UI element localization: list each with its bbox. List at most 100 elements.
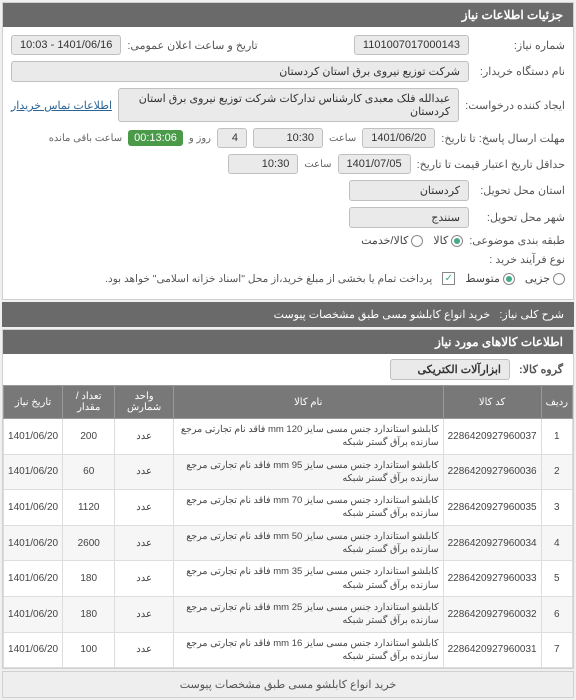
cell-qty: 180 [63,596,115,632]
cell-n: 4 [541,525,572,561]
cell-name: کابلشو استاندارد جنس مسی سایز 70 mm فاقد… [173,490,443,526]
table-row[interactable]: 32286420927960035کابلشو استاندارد جنس مس… [4,490,573,526]
days-label: روز و [189,133,211,144]
table-row[interactable]: 42286420927960034کابلشو استاندارد جنس مس… [4,525,573,561]
announce-label: تاریخ و ساعت اعلان عمومی: [127,39,257,52]
deadline-time: 10:30 [253,128,323,148]
group-label: گروه کالا: [519,364,563,376]
cell-date: 1401/06/20 [4,596,63,632]
province-value: کردستان [349,180,469,201]
radio-dot-icon [411,235,423,247]
cell-unit: عدد [115,632,174,668]
footer-bar: خرید انواع کابلشو مسی طبق مشخصات پیوست [2,671,574,698]
cell-unit: عدد [115,561,174,597]
treasury-checkbox[interactable] [442,272,455,285]
cell-n: 6 [541,596,572,632]
cell-name: کابلشو استاندارد جنس مسی سایز 120 mm فاق… [173,419,443,455]
cell-code: 2286420927960032 [443,596,541,632]
cell-n: 5 [541,561,572,597]
radio-low[interactable]: جزیی [525,272,565,285]
cell-unit: عدد [115,419,174,455]
cell-unit: عدد [115,490,174,526]
cell-code: 2286420927960036 [443,454,541,490]
province-label: استان محل تحویل: [475,184,565,197]
contact-link[interactable]: اطلاعات تماس خریدار [11,99,112,112]
cell-code: 2286420927960033 [443,561,541,597]
deadline-label: مهلت ارسال پاسخ: تا تاریخ: [441,132,565,145]
req-no-value: 1101007017000143 [354,35,469,55]
cell-date: 1401/06/20 [4,419,63,455]
cell-name: کابلشو استاندارد جنس مسی سایز 50 mm فاقد… [173,525,443,561]
col-name: نام کالا [173,386,443,419]
need-details-panel: جزئیات اطلاعات نیاز شماره نیاز: 11010070… [2,2,574,300]
time-label-2: ساعت [304,159,331,170]
cell-name: کابلشو استاندارد جنس مسی سایز 25 mm فاقد… [173,596,443,632]
category-label: طبقه بندی موضوعی: [469,234,565,247]
cell-qty: 1120 [63,490,115,526]
radio-dot-icon [503,273,515,285]
countdown-time: 00:13:06 [128,130,183,146]
time-label-1: ساعت [329,133,356,144]
cell-n: 7 [541,632,572,668]
cell-name: کابلشو استاندارد جنس مسی سایز 16 mm فاقد… [173,632,443,668]
cell-code: 2286420927960037 [443,419,541,455]
cell-name: کابلشو استاندارد جنس مسی سایز 35 mm فاقد… [173,561,443,597]
buyer-label: نام دستگاه خریدار: [475,65,565,78]
process-note: پرداخت تمام یا بخشی از مبلغ خرید،از محل … [105,273,432,285]
desc-text: خرید انواع کابلشو مسی طبق مشخصات پیوست [274,309,491,321]
col-unit: واحد شمارش [115,386,174,419]
city-value: سنندج [349,207,469,228]
validity-date: 1401/07/05 [338,154,411,174]
cell-unit: عدد [115,525,174,561]
table-row[interactable]: 12286420927960037کابلشو استاندارد جنس مس… [4,419,573,455]
creator-value: عبدالله فلک معبدی کارشناس تدارکات شرکت ت… [118,88,459,122]
radio-service-label: کالا/خدمت [361,234,408,247]
countdown: 00:13:06 [128,130,183,146]
col-code: کد کالا [443,386,541,419]
radio-goods[interactable]: کالا [433,234,463,247]
cell-unit: عدد [115,596,174,632]
cell-qty: 2600 [63,525,115,561]
cell-date: 1401/06/20 [4,490,63,526]
table-row[interactable]: 72286420927960031کابلشو استاندارد جنس مس… [4,632,573,668]
cell-code: 2286420927960031 [443,632,541,668]
cell-date: 1401/06/20 [4,561,63,597]
need-desc-bar: شرح کلی نیاز: خرید انواع کابلشو مسی طبق … [2,302,574,327]
city-label: شهر محل تحویل: [475,211,565,224]
cell-qty: 60 [63,454,115,490]
radio-service[interactable]: کالا/خدمت [361,234,423,247]
cell-name: کابلشو استاندارد جنس مسی سایز 95 mm فاقد… [173,454,443,490]
col-qty: تعداد / مقدار [63,386,115,419]
table-row[interactable]: 52286420927960033کابلشو استاندارد جنس مس… [4,561,573,597]
cell-n: 2 [541,454,572,490]
process-label: نوع فرآیند خرید : [475,253,565,266]
radio-dot-icon [451,235,463,247]
goods-header: اطلاعات کالاهای مورد نیاز [3,330,573,354]
announce-value: 1401/06/16 - 10:03 [11,35,121,55]
buyer-value: شرکت توزیع نیروی برق استان کردستان [11,61,469,82]
panel-title: جزئیات اطلاعات نیاز [3,3,573,27]
cell-code: 2286420927960034 [443,525,541,561]
cell-date: 1401/06/20 [4,632,63,668]
col-date: تاریخ نیاز [4,386,63,419]
cell-date: 1401/06/20 [4,454,63,490]
cell-qty: 180 [63,561,115,597]
group-value: ابزارآلات الکتریکی [390,359,510,380]
days-value: 4 [217,128,247,148]
radio-mid-label: متوسط [465,272,500,285]
req-no-label: شماره نیاز: [475,39,565,52]
goods-panel: اطلاعات کالاهای مورد نیاز گروه کالا: ابز… [2,329,574,669]
table-row[interactable]: 22286420927960036کابلشو استاندارد جنس مس… [4,454,573,490]
col-row: ردیف [541,386,572,419]
cell-qty: 100 [63,632,115,668]
remaining-label: ساعت باقی مانده [49,133,122,144]
cell-n: 1 [541,419,572,455]
cell-code: 2286420927960035 [443,490,541,526]
creator-label: ایجاد کننده درخواست: [465,99,565,112]
table-row[interactable]: 62286420927960032کابلشو استاندارد جنس مس… [4,596,573,632]
radio-mid[interactable]: متوسط [465,272,515,285]
validity-time: 10:30 [228,154,298,174]
cell-date: 1401/06/20 [4,525,63,561]
validity-label: حداقل تاریخ اعتبار قیمت تا تاریخ: [417,158,565,171]
goods-table: ردیف کد کالا نام کالا واحد شمارش تعداد /… [3,385,573,668]
